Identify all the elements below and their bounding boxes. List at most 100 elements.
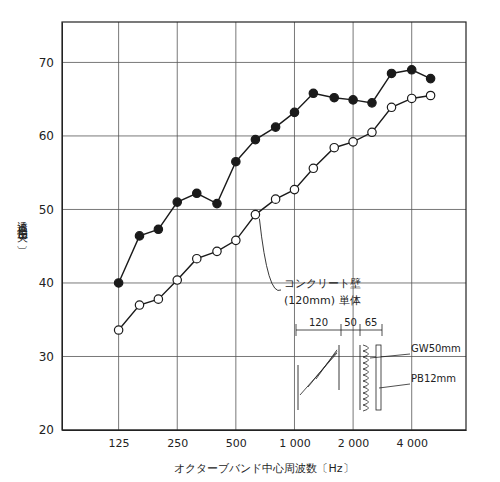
marks [114,66,434,335]
wall-edge [339,345,340,390]
series-line [119,70,431,283]
series-marker [271,123,279,131]
series-marker [213,247,221,255]
x-tick-label: 1 000 [279,437,311,450]
y-tick: 20 [39,423,62,437]
x-tick-label: 2 000 [338,437,370,450]
x-axis-line [63,430,467,431]
grid-line-y [62,135,466,136]
series-marker [154,295,162,303]
x-axis-title: オクターブバンド中心周波数〔Hz〕 [174,462,353,475]
glass-wool [363,345,369,411]
chart-svg: 125 250 500 1 000 2 000 4 000 20 30 40 50 60 70 オクター… [0,0,500,482]
annotation: コンクリート壁 (120mm) 単体 [259,219,361,307]
inset-leader [379,384,410,388]
annotation-text: (120mm) 単体 [284,294,361,307]
x-tick: 250 [167,430,188,450]
x-tick-label: 4 000 [396,437,428,450]
series-marker [213,199,221,207]
y-tick: 40 [39,276,62,290]
grid-line-x [411,22,412,430]
y-tick: 70 [39,56,62,70]
y-tick-label: 60 [39,129,54,143]
grid-line-y [62,209,466,210]
plasterboard [376,345,381,410]
x-tick: 2 000 [338,430,370,450]
series-marker [290,108,298,116]
x-tick: 1 000 [279,430,311,450]
grid-line-x [177,22,178,430]
inset-diagram: 120 50 65 GW50mm PB12mm [296,317,461,411]
series-marker [193,189,201,197]
grid-line-x [118,22,119,430]
series-marker [349,138,357,146]
annotation-leader [259,219,281,291]
inset-label: PB12mm [411,373,456,384]
x-tick: 500 [226,430,247,450]
y-axis: 20 30 40 50 60 70 [39,23,63,438]
grid-line-y [62,356,466,357]
series-marker [309,164,317,172]
concrete-hatch [308,351,337,387]
y-tick: 60 [39,129,62,143]
series-marker [368,128,376,136]
series-marker [114,326,122,334]
series-marker [193,255,201,263]
y-tick-label: 70 [39,56,54,70]
y-tick-label: 50 [39,203,54,217]
y-tick-label: 40 [39,276,54,290]
grid-line-x [235,22,236,430]
stud [360,345,361,410]
series-marker [232,157,240,165]
dimension-tick [296,324,297,336]
series-marker [349,96,357,104]
series-marker [135,301,143,309]
y-tick-label: 20 [39,423,54,437]
series-marker [271,195,279,203]
series-marker [387,69,395,77]
inset-label: GW50mm [411,343,461,354]
annotation-text: コンクリート壁 [284,277,361,290]
concrete-hatch [316,350,337,379]
x-tick: 4 000 [396,430,428,450]
dimension-label: 65 [365,317,378,328]
y-axis-title: 透 過 損 失 〔dB〕 [16,212,29,250]
series-marker [408,94,416,102]
series-marker [154,225,162,233]
y-tick: 30 [39,350,62,364]
series-marker [251,135,259,143]
y-tick: 50 [39,203,62,217]
x-tick-label: 500 [226,437,247,450]
y-tick-label: 30 [39,350,54,364]
x-tick-label: 250 [167,437,188,450]
series-marker [426,74,434,82]
dimension-label: 120 [309,317,328,328]
series-marker [290,185,298,193]
wall-edge [298,365,299,410]
series-marker [426,91,434,99]
grid-line-y [62,62,466,63]
x-tick: 125 [109,430,130,450]
series-marker [114,279,122,287]
series-marker [251,210,259,218]
dimension-tick [382,324,383,336]
x-tick-label: 125 [109,437,130,450]
series-marker [368,99,376,107]
x-axis: 125 250 500 1 000 2 000 4 000 [63,430,467,450]
inset-leader [370,354,410,358]
dimension-line [296,330,382,331]
dimension-tick [341,324,342,336]
grid-line-x [294,22,295,430]
series-line [119,96,431,331]
series-marker [330,144,338,152]
plot-frame [62,22,466,430]
series-marker [173,276,181,284]
series-marker [330,94,338,102]
y-axis-line [62,23,63,431]
dimension-tick [360,324,361,336]
dimension-label: 50 [344,317,357,328]
series-marker [309,89,317,97]
series-marker [387,103,395,111]
series-marker [408,66,416,74]
series-marker [135,232,143,240]
